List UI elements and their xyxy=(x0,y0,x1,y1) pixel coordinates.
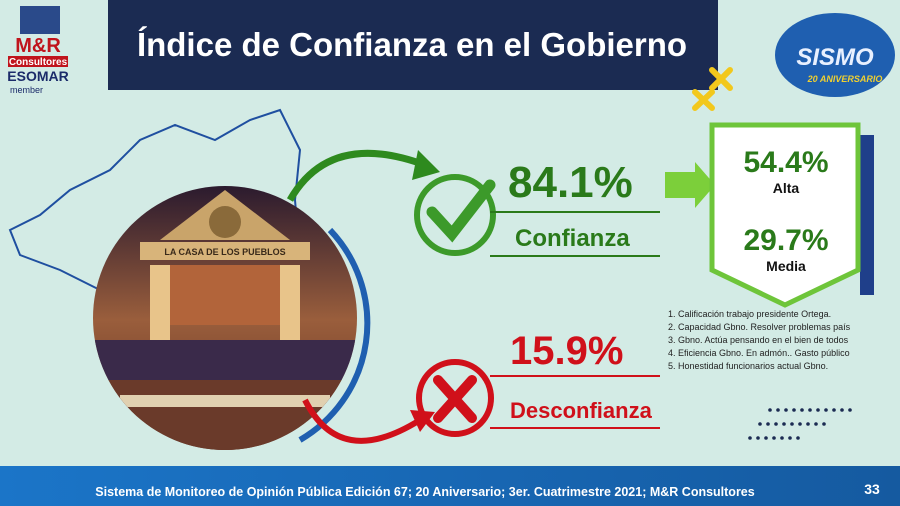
dot xyxy=(768,408,772,412)
trust-curve xyxy=(286,149,427,202)
logo-sub: Consultores xyxy=(9,57,68,68)
dot xyxy=(782,422,786,426)
dot xyxy=(774,422,778,426)
distrust-value: 15.9% xyxy=(510,329,623,373)
dot xyxy=(756,436,760,440)
trust-label: Confianza xyxy=(515,225,630,252)
logo-icon xyxy=(20,6,60,34)
notes: 1. Calificación trabajo presidente Orteg… xyxy=(668,309,851,371)
title: Índice de Confianza en el Gobierno xyxy=(137,26,687,63)
footer-text: Sistema de Monitoreo de Opinión Pública … xyxy=(95,485,754,499)
dot xyxy=(800,408,804,412)
high-value: 54.4% xyxy=(743,146,828,179)
dots xyxy=(748,408,852,440)
check-mark xyxy=(426,179,496,243)
dot xyxy=(758,422,762,426)
note: 4. Eficiencia Gbno. En admón.. Gasto púb… xyxy=(668,348,850,358)
dot xyxy=(790,422,794,426)
check-circle xyxy=(414,174,496,256)
logo-member: member xyxy=(10,85,43,95)
distrust-label: Desconfianza xyxy=(510,398,653,423)
dot xyxy=(748,436,752,440)
trust-value: 84.1% xyxy=(508,158,633,207)
logo-brand: M&R xyxy=(15,35,61,57)
x-mark xyxy=(433,375,477,423)
dot xyxy=(840,408,844,412)
footer-bar xyxy=(0,466,900,506)
photo xyxy=(93,186,357,450)
x-circle xyxy=(416,359,494,437)
page-number: 33 xyxy=(864,481,880,497)
dot xyxy=(832,408,836,412)
dot xyxy=(806,422,810,426)
dot xyxy=(824,408,828,412)
note: 3. Gbno. Actúa pensando en el bien de to… xyxy=(668,335,849,345)
logo-bar xyxy=(8,56,68,67)
note: 5. Honestidad funcionarios actual Gbno. xyxy=(668,361,828,371)
dot xyxy=(814,422,818,426)
breakdown-box xyxy=(709,122,861,308)
dot xyxy=(798,422,802,426)
dot xyxy=(808,408,812,412)
dot xyxy=(822,422,826,426)
dot xyxy=(772,436,776,440)
dot xyxy=(792,408,796,412)
title-box xyxy=(108,0,718,90)
distrust-curve xyxy=(302,398,422,444)
dot xyxy=(766,422,770,426)
mid-label: Media xyxy=(766,258,806,274)
trust-arrow xyxy=(665,162,715,208)
dot xyxy=(848,408,852,412)
dot xyxy=(764,436,768,440)
note: 1. Calificación trabajo presidente Orteg… xyxy=(668,309,831,319)
dot xyxy=(788,436,792,440)
deco-x xyxy=(692,67,733,111)
photo-ring xyxy=(298,227,371,443)
dot xyxy=(816,408,820,412)
distrust-curve-head xyxy=(410,410,435,432)
dot xyxy=(780,436,784,440)
logo-org: ESOMAR xyxy=(7,68,68,84)
badge-name: SISMO xyxy=(796,44,874,71)
box-shadow xyxy=(860,135,874,295)
dot xyxy=(784,408,788,412)
note: 2. Capacidad Gbno. Resolver problemas pa… xyxy=(668,322,851,332)
high-label: Alta xyxy=(773,180,800,196)
dot xyxy=(796,436,800,440)
mid-value: 29.7% xyxy=(743,224,828,257)
badge-bg xyxy=(775,13,895,97)
photo-sign: LA CASA DE LOS PUEBLOS xyxy=(164,247,285,257)
badge-tagline: 20 ANIVERSARIO xyxy=(807,74,883,84)
dot xyxy=(776,408,780,412)
trust-curve-head xyxy=(412,150,440,180)
